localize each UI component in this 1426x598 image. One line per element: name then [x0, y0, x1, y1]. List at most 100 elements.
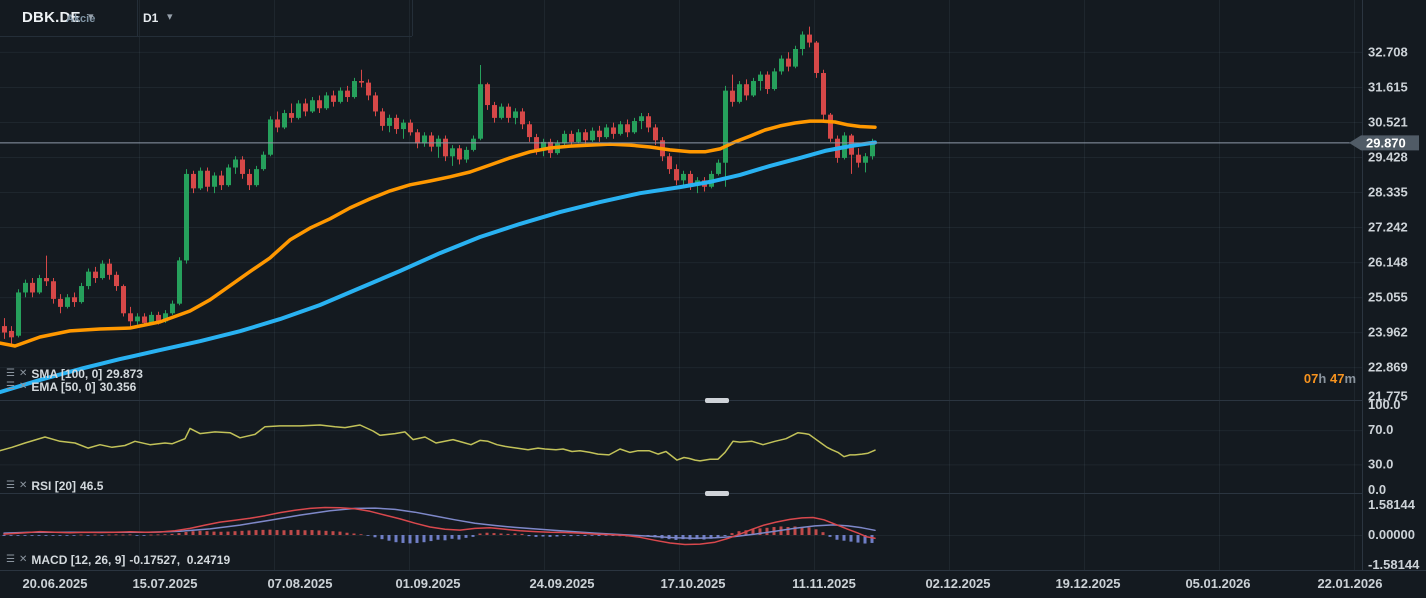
macd-histogram-bar	[548, 535, 552, 537]
macd-histogram-bar	[219, 531, 223, 535]
candle-body	[324, 95, 329, 109]
candle-body	[16, 292, 21, 336]
sma100-line	[0, 140, 877, 395]
macd-histogram-bar	[282, 530, 286, 535]
candle-body	[184, 173, 189, 261]
symbol-dropdown-caret-icon[interactable]: ▾	[88, 11, 94, 23]
candle-body	[625, 124, 630, 133]
candle-body	[793, 48, 798, 67]
candle-body	[506, 106, 511, 118]
macd-histogram-bar	[289, 530, 293, 535]
candle-body	[100, 263, 105, 279]
macd-histogram-bar	[506, 533, 510, 535]
candle-body	[289, 113, 294, 118]
rsi-legend-row: ☰ ✕ RSI [20] 46.5	[6, 479, 103, 493]
candle-body	[443, 138, 448, 157]
candle-body	[653, 127, 658, 141]
candle-body	[730, 90, 735, 102]
macd-histogram-bar	[191, 531, 195, 535]
macd-histogram-bar	[681, 535, 685, 540]
macd-histogram-bar	[492, 533, 496, 535]
macd-histogram-bar	[100, 535, 104, 536]
candle-body	[569, 133, 574, 142]
macd-histogram-bar	[569, 535, 573, 537]
candle-body	[9, 330, 14, 338]
macd-histogram-bar	[247, 530, 251, 535]
rsi-line	[0, 424, 876, 462]
macd-histogram-bar	[786, 527, 790, 535]
macd-histogram-bar	[156, 534, 160, 536]
sma-settings-icon[interactable]: ☰	[6, 368, 15, 379]
macd-histogram-bar	[121, 534, 125, 536]
macd-histogram-bar	[709, 535, 713, 539]
date-axis-label: 07.08.2025	[267, 576, 332, 591]
candle-body	[485, 84, 490, 106]
macd-histogram-bar	[317, 530, 321, 535]
candle-body	[359, 81, 364, 83]
candle-body	[51, 281, 56, 299]
pane-resize-handle[interactable]	[705, 491, 729, 496]
candle-body	[457, 148, 462, 160]
candle-body	[492, 105, 497, 118]
symbol-label[interactable]: DBK.DE	[22, 9, 81, 26]
rsi-remove-icon[interactable]: ✕	[18, 480, 28, 491]
candle-body	[107, 263, 112, 275]
candle-body	[394, 117, 399, 130]
candle-body	[177, 260, 182, 304]
countdown-minutes: 47	[1329, 371, 1345, 386]
pane-resize-handle[interactable]	[705, 398, 729, 403]
candle-body	[429, 135, 434, 147]
countdown-hours-unit: h	[1318, 371, 1327, 386]
candle-body	[737, 84, 742, 102]
price-axis-label: 27.242	[1368, 220, 1408, 235]
candle-body	[303, 103, 308, 112]
macd-histogram-bar	[807, 527, 811, 535]
candle-body	[646, 116, 651, 128]
candle-body	[499, 106, 504, 118]
macd-histogram-bar	[429, 535, 433, 542]
date-axis-label: 20.06.2025	[22, 576, 87, 591]
candle-body	[310, 100, 315, 112]
rsi-settings-icon[interactable]: ☰	[6, 480, 15, 491]
macd-histogram-bar	[814, 529, 818, 535]
sma-remove-icon[interactable]: ✕	[18, 368, 28, 379]
ema-remove-icon[interactable]: ✕	[18, 381, 28, 392]
price-axis-label: 26.148	[1368, 255, 1408, 270]
candle-body	[674, 169, 679, 181]
macd-histogram-bar	[23, 535, 27, 536]
macd-settings-icon[interactable]: ☰	[6, 554, 15, 565]
candle-body	[30, 282, 35, 293]
macd-histogram-bar	[758, 528, 762, 535]
timeframe-selector[interactable]: D1	[143, 11, 159, 25]
candle-body	[828, 114, 833, 139]
date-axis-label: 24.09.2025	[529, 576, 594, 591]
price-axis-label: 30.521	[1368, 115, 1408, 130]
macd-histogram-bar	[737, 531, 741, 535]
macd-histogram-bar	[744, 530, 748, 535]
macd-histogram-bar	[51, 535, 55, 536]
timeframe-dropdown-caret-icon[interactable]: ▾	[167, 11, 173, 23]
candle-body	[72, 297, 77, 303]
macd-histogram-bar	[387, 535, 391, 541]
candle-body	[317, 100, 322, 109]
macd-histogram-bar	[499, 533, 503, 535]
candle-body	[338, 90, 343, 102]
macd-axis-label: 0.00000	[1368, 527, 1415, 542]
current-price-tag	[1349, 135, 1419, 151]
ema-settings-icon[interactable]: ☰	[6, 381, 15, 392]
macd-histogram-bar	[107, 534, 111, 536]
macd-histogram-bar	[254, 530, 258, 535]
ema50-line	[0, 119, 877, 348]
macd-histogram-bar	[37, 535, 41, 536]
macd-histogram-bar	[65, 535, 69, 536]
macd-remove-icon[interactable]: ✕	[18, 554, 28, 565]
candle-body	[79, 286, 84, 303]
macd-histogram-bar	[821, 532, 825, 535]
candle-body	[37, 278, 42, 293]
countdown-minutes-unit: m	[1344, 371, 1356, 386]
candle-body	[247, 173, 252, 186]
macd-histogram-bar	[800, 527, 804, 535]
macd-histogram-bar	[765, 527, 769, 535]
macd-histogram-bar	[590, 535, 594, 536]
